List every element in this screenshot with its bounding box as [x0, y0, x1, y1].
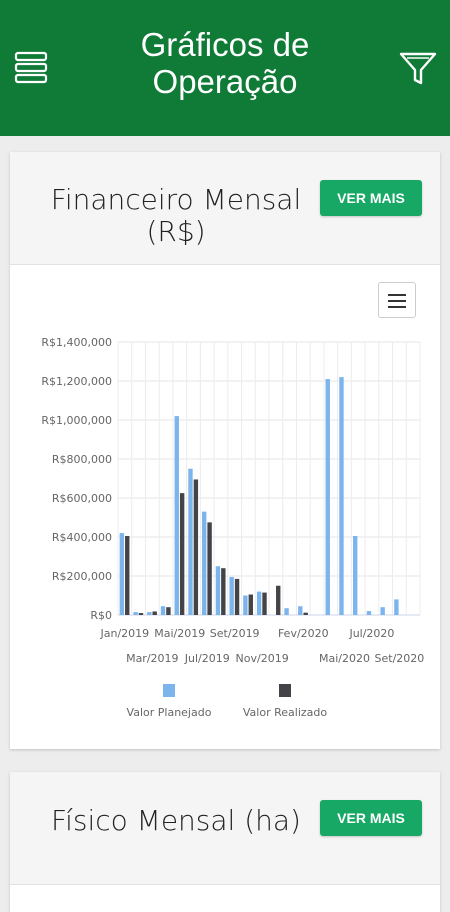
bar-planned — [380, 607, 385, 615]
y-tick-label: R$1,000,000 — [41, 414, 112, 427]
bar-planned — [394, 599, 399, 615]
bar-planned — [298, 606, 303, 615]
bar-planned — [353, 536, 358, 615]
legend-item-planned[interactable]: Valor Planejado — [104, 682, 234, 721]
legend-label-planned: Valor Planejado — [126, 706, 212, 719]
legend-label-realized: Valor Realizado — [242, 706, 328, 719]
financial-card: Financeiro Mensal (R$) VER MAIS R$0 R$200… — [10, 152, 440, 749]
x-tick-label: Mai/2020 — [319, 652, 370, 665]
bar-realized — [193, 479, 199, 615]
bar-planned — [256, 591, 262, 615]
x-tick-label: Jan/2019 — [100, 627, 150, 640]
bar-planned — [133, 612, 138, 615]
bar-realized — [221, 568, 226, 615]
physical-card-header: Físico Mensal (ha) VER MAIS — [10, 772, 440, 885]
x-tick-label: Jul/2019 — [184, 652, 230, 665]
bar-planned — [366, 611, 372, 615]
y-tick-label: R$800,000 — [52, 453, 112, 466]
bar-planned — [160, 606, 166, 615]
x-tick-label: Nov/2019 — [236, 652, 289, 665]
x-tick-label: Set/2019 — [210, 627, 260, 640]
financial-card-title: Financeiro Mensal (R$) — [50, 183, 302, 248]
bar-planned — [174, 416, 179, 615]
bar-planned — [147, 612, 152, 615]
x-tick-label: Mar/2019 — [126, 652, 178, 665]
bar-realized — [179, 493, 185, 615]
financial-see-more-button[interactable]: VER MAIS — [320, 180, 422, 216]
bar-planned — [188, 468, 193, 615]
legend-item-realized[interactable]: Valor Realizado — [220, 682, 350, 721]
x-tick-label: Fev/2020 — [278, 627, 329, 640]
bar-planned — [202, 511, 207, 615]
legend-swatch-planned — [163, 684, 175, 697]
bar-planned — [215, 566, 221, 615]
bar-realized — [303, 612, 308, 615]
y-tick-label: R$0 — [90, 609, 112, 622]
legend-swatch-realized — [279, 684, 291, 697]
bar-realized — [125, 536, 130, 615]
bar-planned — [284, 608, 289, 615]
financial-card-header: Financeiro Mensal (R$) VER MAIS — [10, 152, 440, 265]
bar-planned — [325, 379, 330, 615]
chart-legend: Valor Planejado Valor Realizado — [10, 682, 440, 722]
x-tick-label: Set/2020 — [375, 652, 425, 665]
x-tick-label: Jul/2020 — [348, 627, 394, 640]
physical-card: Físico Mensal (ha) VER MAIS — [10, 772, 440, 912]
bar-realized — [152, 611, 157, 615]
bar-planned — [229, 576, 234, 615]
physical-card-title: Físico Mensal (ha) — [51, 804, 301, 837]
financial-bar-chart: R$0 R$200,000 R$400,000 R$600,000 R$800,000 R… — [41, 336, 425, 665]
bar-planned — [243, 595, 248, 615]
bar-planned — [119, 533, 125, 615]
menu-icon[interactable] — [14, 50, 50, 86]
x-tick-label: Mai/2019 — [154, 627, 205, 640]
y-tick-label: R$1,400,000 — [41, 336, 112, 349]
y-tick-label: R$1,200,000 — [41, 375, 112, 388]
bar-realized — [262, 592, 267, 615]
bar-realized — [138, 613, 144, 615]
page-title: Gráficos de Operação — [140, 26, 310, 100]
filter-icon[interactable] — [398, 50, 438, 88]
chart-menu-button[interactable] — [378, 282, 416, 318]
bar-planned — [339, 377, 344, 615]
bar-realized — [207, 522, 212, 615]
bar-realized — [248, 594, 253, 615]
y-tick-label: R$200,000 — [52, 570, 112, 583]
bar-realized — [166, 607, 171, 615]
bar-realized — [276, 585, 281, 615]
app-bar: Gráficos de Operação — [0, 0, 450, 136]
bar-realized — [234, 578, 240, 615]
y-tick-label: R$600,000 — [52, 492, 112, 505]
y-tick-label: R$400,000 — [52, 531, 112, 544]
physical-see-more-button[interactable]: VER MAIS — [320, 800, 422, 836]
